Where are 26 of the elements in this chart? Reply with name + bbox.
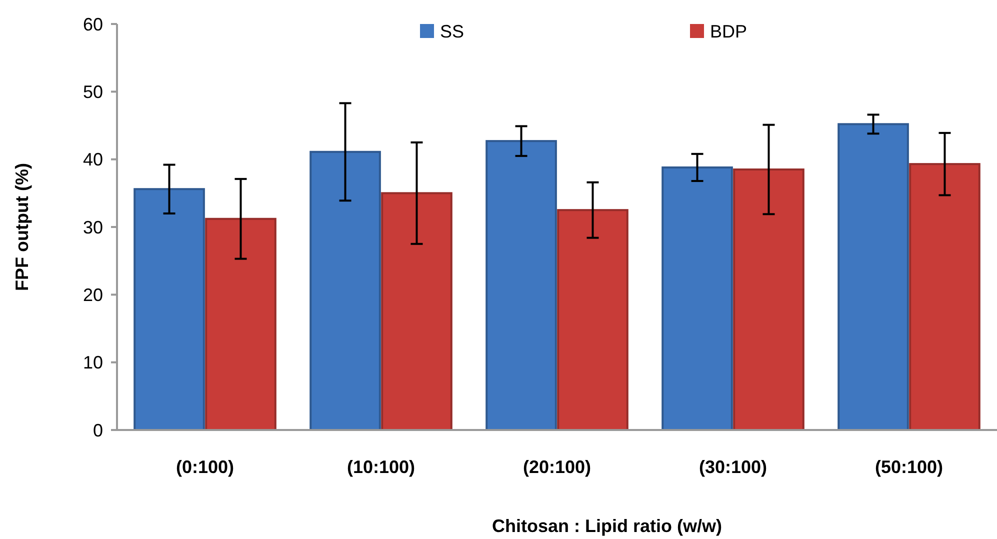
bar (381, 192, 452, 431)
y-tick-label: 20 (82, 284, 103, 305)
y-tick-label: 50 (82, 82, 103, 102)
x-tick-label: (50:100) (874, 457, 944, 477)
y-tick-label: 10 (82, 352, 103, 373)
y-tick-label: 30 (82, 217, 103, 238)
legend-label: SS (440, 21, 464, 42)
y-tick-label: 60 (82, 14, 103, 34)
bar (662, 166, 733, 431)
bar (205, 218, 276, 431)
x-axis-title: Chitosan : Lipid ratio (w/w) (492, 516, 722, 536)
y-tick-label: 40 (82, 150, 103, 170)
x-tick-label: (10:100) (346, 457, 416, 477)
bar (310, 150, 381, 431)
y-tick-label: 0 (92, 420, 103, 440)
bar (909, 163, 980, 431)
x-tick-label: (30:100) (698, 457, 768, 477)
x-tick-label: (20:100) (522, 457, 592, 477)
bar (733, 168, 804, 431)
legend-label: BDP (710, 21, 748, 42)
bar (838, 123, 909, 431)
y-axis-title: FPF output (%) (12, 163, 32, 291)
bar (486, 140, 557, 431)
bar (557, 209, 628, 431)
x-tick-label: (0:100) (176, 457, 234, 477)
bar (134, 188, 205, 431)
